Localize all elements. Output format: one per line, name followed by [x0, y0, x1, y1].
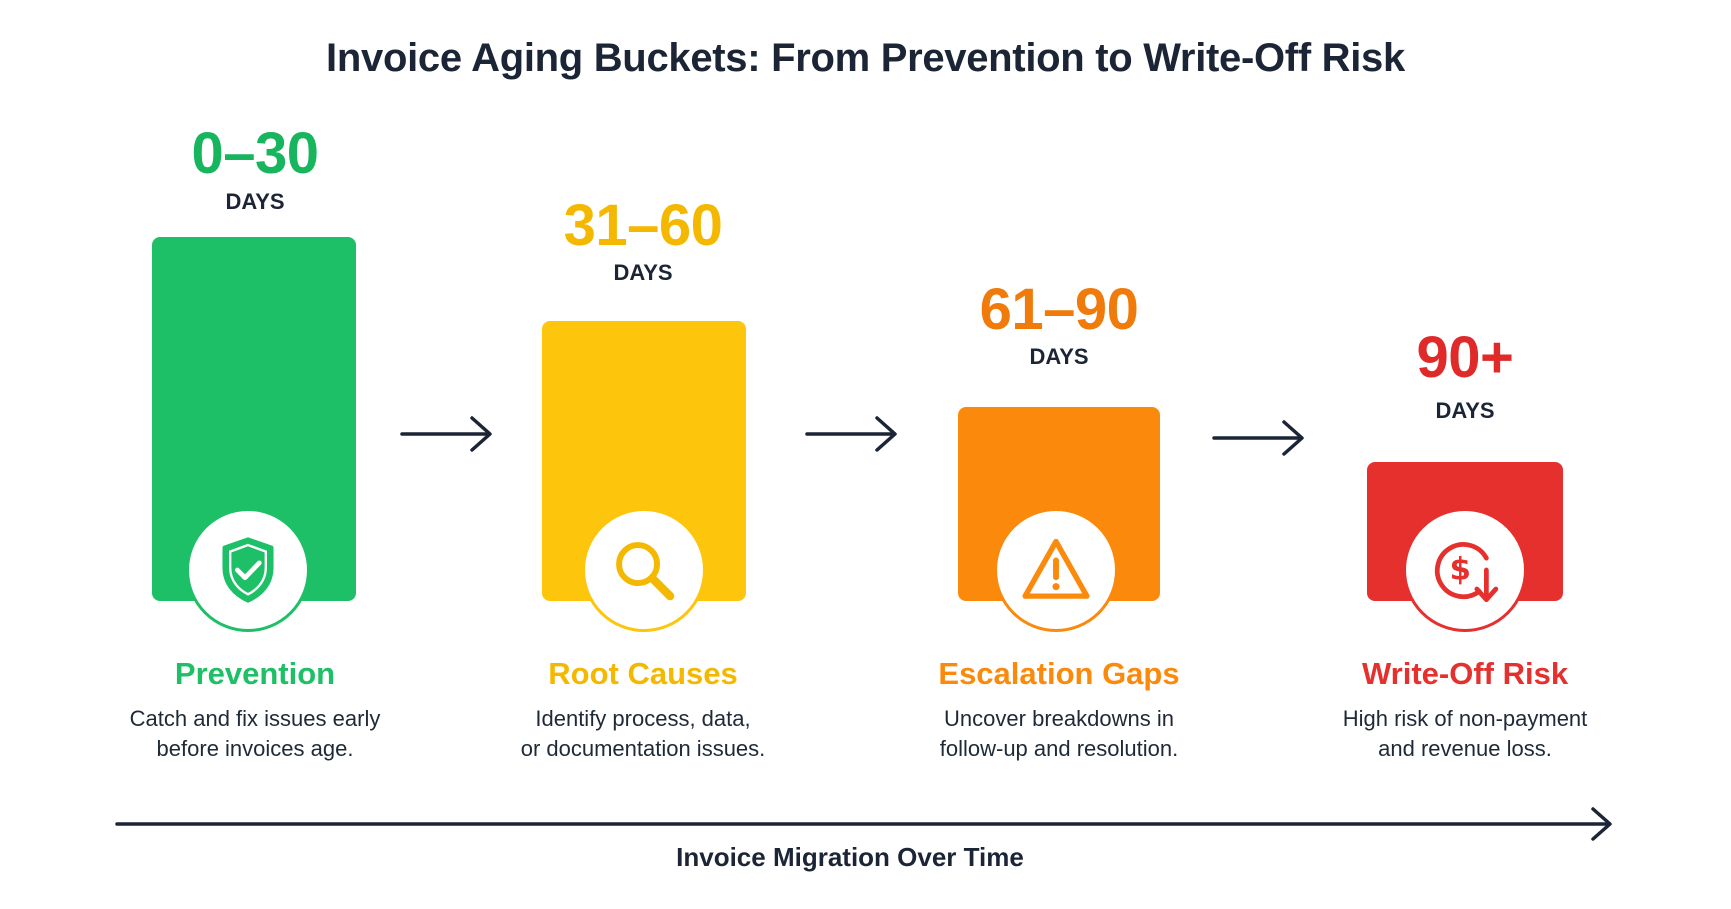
- arrow-right-icon: [400, 416, 492, 452]
- arrow-right-icon: [1212, 420, 1304, 456]
- bucket-unit: DAYS: [1435, 398, 1495, 423]
- arrow-right-icon: [805, 416, 897, 452]
- bucket-desc-line2: or documentation issues.: [520, 736, 766, 761]
- dollar-down-icon: $: [1434, 542, 1499, 603]
- bucket-name: Write-Off Risk: [1361, 656, 1569, 691]
- shield-check-icon: [222, 537, 274, 603]
- bucket-name: Escalation Gaps: [938, 656, 1180, 691]
- svg-text:$: $: [1450, 552, 1471, 588]
- bucket-desc-line1: Uncover breakdowns in: [944, 706, 1174, 731]
- bucket-desc-line2: before invoices age.: [156, 736, 354, 761]
- bucket-range: 31–60: [563, 193, 723, 258]
- bucket-unit: DAYS: [1029, 344, 1089, 369]
- bucket-icon-circle: [186, 508, 310, 632]
- bucket-range: 61–90: [979, 277, 1139, 342]
- diagram-title: Invoice Aging Buckets: From Prevention t…: [326, 36, 1405, 80]
- bucket-name: Root Causes: [548, 656, 738, 691]
- bucket-escalation-gaps: 61–90 DAYS Escalation Gaps Uncover break…: [894, 0, 1224, 780]
- bucket-unit: DAYS: [225, 189, 285, 214]
- warning-triangle-icon: [1022, 538, 1090, 599]
- bucket-name: Prevention: [174, 656, 336, 691]
- bucket-icon-circle: $: [1403, 508, 1527, 632]
- bucket-range: 0–30: [191, 121, 319, 186]
- timeline-label: Invoice Migration Over Time: [676, 842, 1024, 872]
- bucket-write-off-risk: 90+ DAYS $ Write-Off Risk High risk of n…: [1300, 0, 1630, 780]
- bucket-range: 90+: [1416, 325, 1514, 390]
- bucket-unit: DAYS: [613, 260, 673, 285]
- bucket-desc-line2: follow-up and resolution.: [939, 736, 1179, 761]
- bucket-prevention: 0–30 DAYS Prevention Catch and fix issue…: [90, 0, 420, 780]
- bucket-root-causes: 31–60 DAYS Root Causes Identify process,…: [478, 0, 808, 780]
- bucket-desc-line1: Catch and fix issues early: [129, 706, 381, 731]
- magnifier-icon: [616, 542, 675, 601]
- bucket-desc-line2: and revenue loss.: [1378, 736, 1552, 761]
- bucket-icon-circle: [994, 508, 1118, 632]
- bucket-desc-line1: High risk of non-payment: [1342, 706, 1588, 731]
- bucket-desc-line1: Identify process, data,: [535, 706, 751, 731]
- bucket-icon-circle: [582, 508, 706, 632]
- timeline-arrow: [115, 807, 1612, 841]
